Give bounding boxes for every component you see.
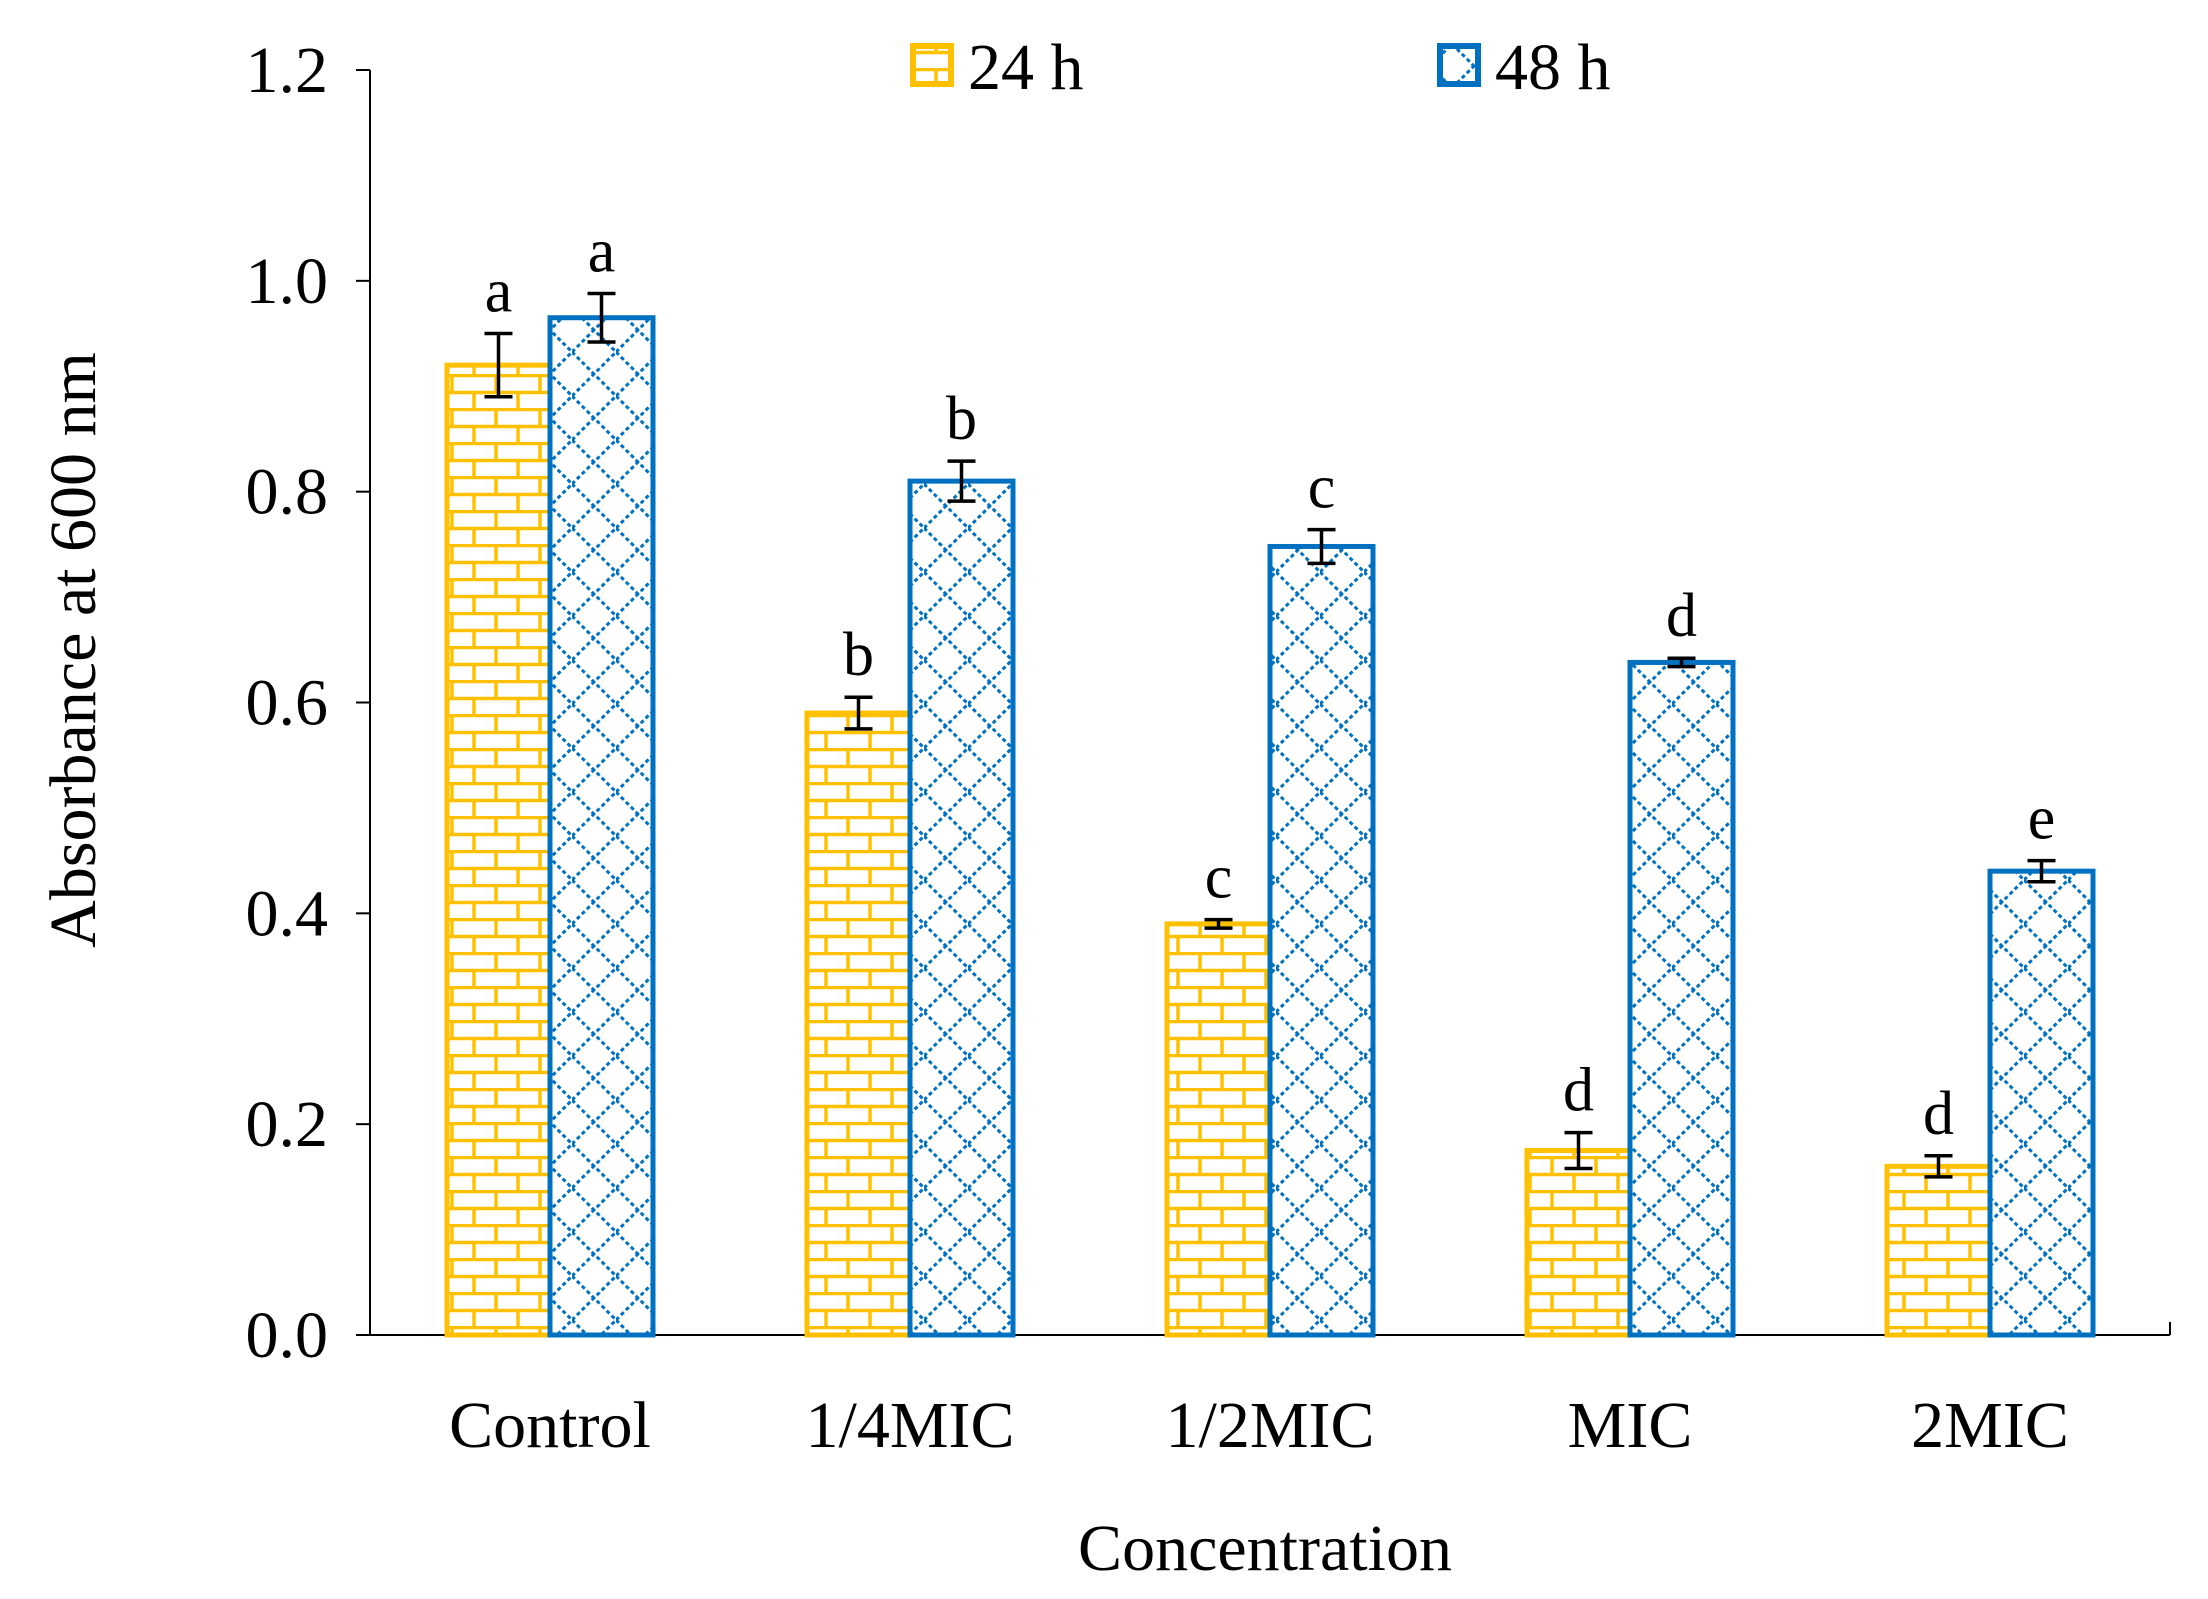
significance-label: c: [1308, 454, 1336, 522]
y-axis-ticks: 0.0 0.2 0.4 0.6 0.8 1.0 1.2: [246, 34, 370, 1372]
bar-48h: [1987, 868, 2096, 1338]
y-tick-label: 0.8: [246, 456, 329, 529]
x-axis-tick-labels: Control 1/4MIC 1/2MIC MIC 2MIC: [449, 1389, 2069, 1462]
y-tick-label: 1.0: [246, 245, 329, 318]
bar-48h: [1627, 659, 1736, 1338]
error-bar: [1667, 656, 1696, 669]
x-axis-title: Concentration: [1078, 1512, 1452, 1585]
legend-label-48h: 48 h: [1495, 31, 1611, 104]
bar-24h: [1884, 1163, 1993, 1338]
bar-48h: [547, 315, 656, 1338]
x-tick-label: 1/4MIC: [805, 1389, 1014, 1462]
x-tick-label: 2MIC: [1911, 1389, 2069, 1462]
significance-label: b: [946, 385, 977, 453]
legend-swatch-24h: [910, 43, 954, 87]
bar-24h: [1524, 1148, 1633, 1338]
significance-label: b: [843, 621, 874, 689]
error-bar: [844, 695, 873, 731]
significance-label: e: [2028, 785, 2056, 853]
error-bar: [1204, 917, 1233, 930]
significance-label: a: [485, 258, 513, 326]
legend-label-24h: 24 h: [968, 31, 1084, 104]
error-bar: [587, 291, 616, 344]
error-bar: [1307, 527, 1336, 566]
y-axis-title: Absorbance at 600 nm: [37, 352, 110, 948]
y-tick-label: 0.0: [246, 1299, 329, 1372]
bar-24h: [804, 710, 913, 1338]
error-bar: [947, 459, 976, 503]
y-tick-label: 0.4: [246, 877, 329, 950]
x-tick-label: 1/2MIC: [1165, 1389, 1374, 1462]
error-bar: [2027, 858, 2056, 884]
significance-label: d: [1666, 582, 1697, 650]
bar-48h: [1267, 543, 1376, 1338]
significance-label: a: [588, 217, 616, 285]
significance-label: d: [1923, 1080, 1954, 1148]
significance-label: c: [1205, 844, 1233, 912]
error-bar: [1924, 1154, 1953, 1179]
y-tick-label: 1.2: [246, 34, 329, 107]
x-tick-label: MIC: [1568, 1389, 1693, 1462]
error-bar: [484, 331, 513, 399]
legend-swatch-48h: [1437, 43, 1481, 87]
bar-24h: [1164, 921, 1273, 1338]
bar-24h: [444, 362, 553, 1338]
x-tick-label: Control: [449, 1389, 651, 1462]
bar-48h: [907, 478, 1016, 1338]
significance-label: d: [1563, 1057, 1594, 1125]
error-bar: [1564, 1130, 1593, 1171]
legend: 24 h 48 h: [910, 31, 1611, 104]
bar-group: a a b b c c d d d e: [444, 217, 2096, 1338]
y-tick-label: 0.6: [246, 667, 329, 740]
y-tick-label: 0.2: [246, 1088, 329, 1161]
